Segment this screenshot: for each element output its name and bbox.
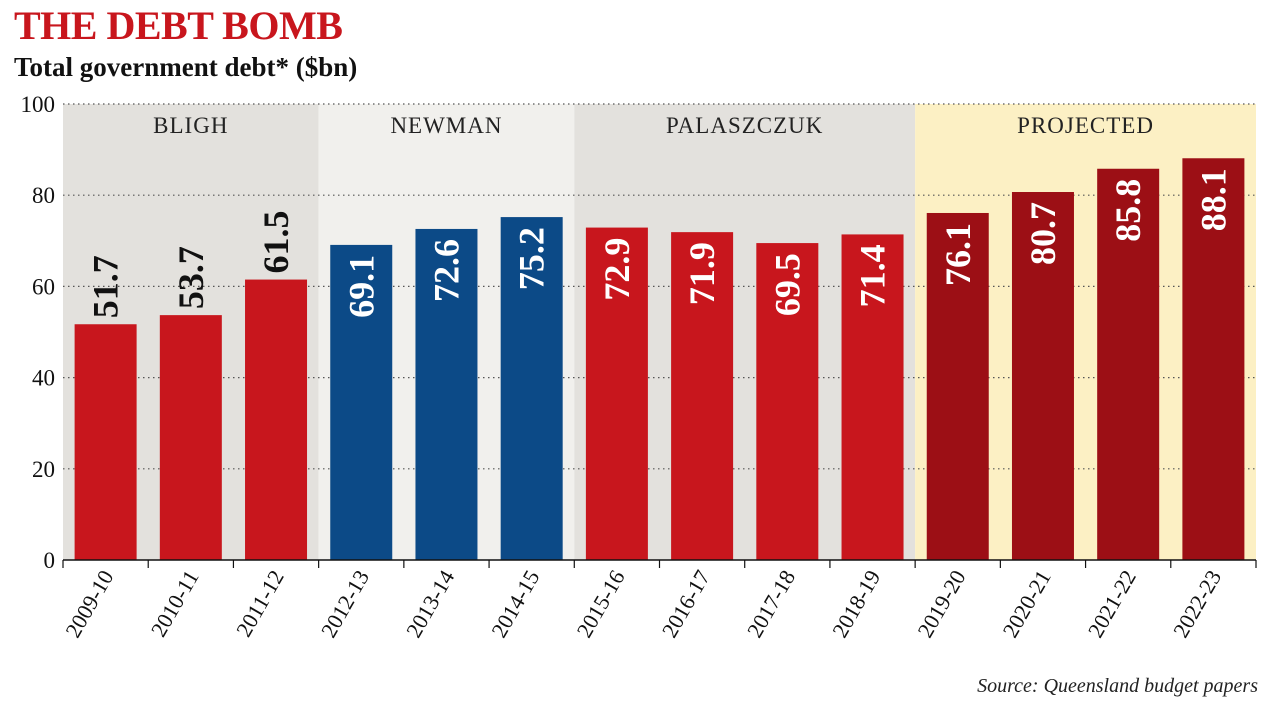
- chart-title: THE DEBT BOMB: [14, 3, 343, 48]
- bar-2010-11: [159, 315, 222, 560]
- data-label: 72.9: [597, 238, 637, 301]
- y-tick-label: 0: [44, 548, 56, 573]
- data-label: 80.7: [1023, 202, 1063, 265]
- bar-2013-14: [415, 228, 478, 560]
- x-tick-label: 2015-16: [571, 566, 629, 642]
- x-tick-label: 2020-21: [997, 566, 1055, 642]
- period-label-projected: PROJECTED: [1017, 113, 1154, 138]
- period-label-bligh: BLIGH: [153, 113, 228, 138]
- data-label: 51.7: [86, 255, 126, 318]
- x-tick-label: 2012-13: [316, 566, 374, 642]
- period-label-palaszczuk: PALASZCZUK: [666, 113, 823, 138]
- bar-2022-23: [1182, 158, 1245, 560]
- data-label: 76.1: [938, 223, 978, 286]
- data-label: 85.8: [1108, 179, 1148, 242]
- bar-2011-12: [245, 279, 308, 560]
- bar-2018-19: [841, 234, 904, 560]
- period-bands: BLIGH NEWMAN PALASZCZUK PROJECTED: [63, 104, 1256, 560]
- data-label: 88.1: [1193, 168, 1233, 231]
- bar-2017-18: [756, 243, 819, 560]
- x-tick-label: 2013-14: [401, 566, 459, 642]
- bar-2012-13: [330, 244, 393, 561]
- x-tick-label: 2011-12: [231, 566, 289, 641]
- y-tick-label: 60: [32, 274, 55, 299]
- x-tick-label: 2014-15: [486, 566, 544, 642]
- data-label: 69.1: [341, 255, 381, 318]
- x-tick-label: 2019-20: [912, 566, 970, 642]
- y-axis: 0 20 40 60 80 100: [21, 92, 56, 573]
- x-tick-label: 2017-18: [742, 566, 800, 642]
- y-tick-label: 100: [21, 92, 56, 117]
- data-label: 69.5: [767, 253, 807, 316]
- data-label: 71.4: [853, 244, 893, 307]
- x-tick-label: 2022-23: [1168, 566, 1226, 642]
- chart-subtitle: Total government debt* ($bn): [14, 52, 358, 82]
- y-tick-label: 20: [32, 457, 55, 482]
- period-label-newman: NEWMAN: [390, 113, 502, 138]
- bar-2020-21: [1011, 192, 1074, 560]
- x-tick-label: 2009-10: [60, 566, 118, 642]
- y-tick-label: 40: [32, 366, 55, 391]
- data-label: 71.9: [682, 242, 722, 305]
- data-label: 75.2: [512, 227, 552, 290]
- data-label: 72.6: [426, 239, 466, 302]
- bar-2014-15: [500, 217, 563, 560]
- bar-2015-16: [585, 227, 648, 561]
- x-tick-label: 2010-11: [146, 566, 204, 641]
- bar-2021-22: [1097, 168, 1160, 560]
- bars: 51.7 53.7 61.5 69.1 72.6 75.2 72.9 71.9 69.5 71.4…: [74, 158, 1245, 561]
- x-tick-label: 2021-22: [1083, 566, 1141, 642]
- data-label: 61.5: [256, 211, 296, 274]
- gridlines: [63, 103, 1256, 470]
- data-label: 53.7: [171, 246, 211, 309]
- bar-2009-10: [74, 324, 137, 560]
- bar-2019-20: [926, 212, 989, 560]
- x-axis: 2009-10 2010-11 2011-12 2012-13 2013-14 2014-…: [60, 559, 1257, 642]
- y-tick-label: 80: [32, 183, 55, 208]
- source-note: Source: Queensland budget papers: [977, 675, 1258, 697]
- x-tick-label: 2018-19: [827, 566, 885, 642]
- x-tick-label: 2016-17: [657, 566, 715, 642]
- bar-2016-17: [671, 232, 734, 561]
